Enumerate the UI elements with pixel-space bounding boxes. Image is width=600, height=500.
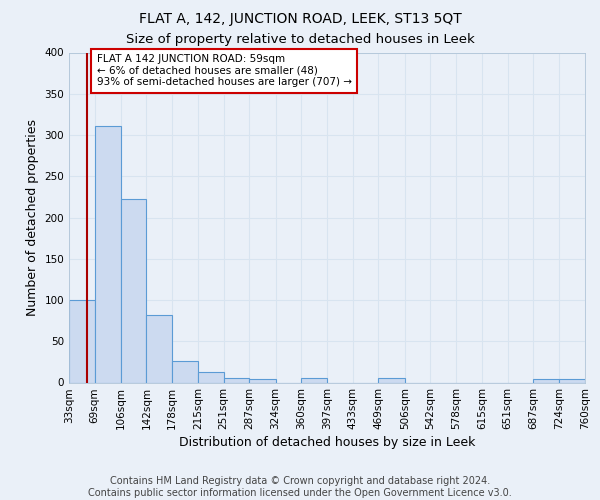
Bar xyxy=(198,372,224,382)
Text: Size of property relative to detached houses in Leek: Size of property relative to detached ho… xyxy=(125,32,475,46)
Bar xyxy=(249,379,275,382)
Bar xyxy=(146,315,172,382)
Bar xyxy=(559,379,585,382)
Bar xyxy=(69,300,95,382)
Bar xyxy=(172,361,198,382)
Bar xyxy=(224,378,249,382)
Bar xyxy=(95,126,121,382)
Bar xyxy=(121,200,146,382)
Text: FLAT A, 142, JUNCTION ROAD, LEEK, ST13 5QT: FLAT A, 142, JUNCTION ROAD, LEEK, ST13 5… xyxy=(139,12,461,26)
Bar xyxy=(301,378,328,382)
Bar xyxy=(533,379,559,382)
X-axis label: Distribution of detached houses by size in Leek: Distribution of detached houses by size … xyxy=(179,436,475,450)
Text: Contains HM Land Registry data © Crown copyright and database right 2024.
Contai: Contains HM Land Registry data © Crown c… xyxy=(88,476,512,498)
Text: FLAT A 142 JUNCTION ROAD: 59sqm
← 6% of detached houses are smaller (48)
93% of : FLAT A 142 JUNCTION ROAD: 59sqm ← 6% of … xyxy=(97,54,352,88)
Bar xyxy=(379,378,405,382)
Y-axis label: Number of detached properties: Number of detached properties xyxy=(26,119,39,316)
